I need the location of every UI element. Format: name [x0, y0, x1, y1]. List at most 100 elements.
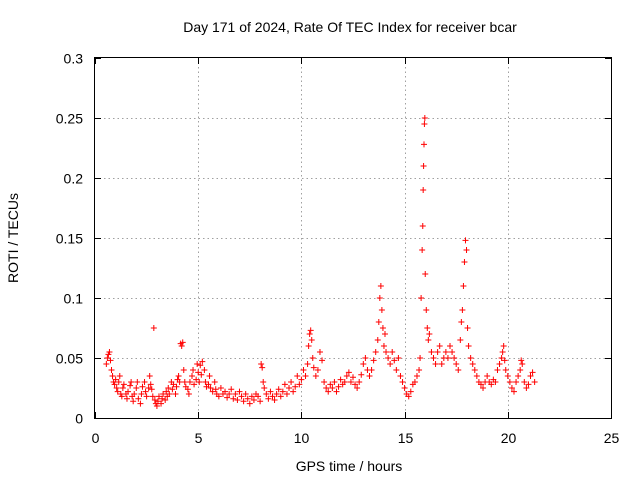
data-point [449, 349, 456, 355]
data-point [194, 361, 201, 367]
data-point [155, 393, 162, 400]
data-point [341, 379, 348, 385]
data-point [250, 397, 257, 403]
data-point [211, 379, 218, 385]
data-point [260, 379, 267, 385]
grid [95, 58, 611, 418]
data-point [432, 361, 439, 367]
data-point [271, 397, 278, 403]
data-point [244, 395, 251, 402]
data-point [238, 393, 245, 400]
data-point [421, 121, 428, 127]
y-tick-label: 0.15 [56, 231, 83, 247]
data-point [275, 386, 282, 393]
y-tick-label: 0 [75, 411, 83, 427]
data-point [114, 388, 121, 395]
data-point [169, 386, 176, 393]
x-tick-label: 0 [92, 430, 100, 446]
data-point [298, 376, 305, 383]
x-tick-label: 15 [398, 430, 414, 446]
data-point [461, 259, 468, 265]
data-point [179, 339, 186, 346]
data-point [296, 381, 303, 388]
data-point [513, 379, 520, 385]
data-point [142, 388, 149, 395]
data-point [263, 391, 270, 397]
data-point [426, 331, 433, 337]
data-point [378, 307, 385, 313]
data-point [515, 373, 522, 379]
data-point [444, 355, 451, 361]
data-point [305, 343, 312, 349]
data-point [494, 367, 501, 373]
data-point [319, 357, 326, 364]
data-point [498, 355, 505, 361]
data-point [240, 398, 247, 405]
data-point [405, 393, 412, 400]
data-point [488, 381, 495, 388]
data-point [269, 393, 276, 400]
data-point [106, 349, 113, 355]
data-point [281, 381, 288, 388]
data-point [343, 373, 350, 379]
data-point [500, 343, 507, 349]
data-point [173, 383, 180, 390]
data-point [112, 376, 119, 383]
data-point [104, 355, 111, 361]
data-point [130, 398, 137, 405]
data-point [376, 295, 383, 301]
data-point [113, 385, 120, 391]
data-point [508, 385, 515, 391]
data-point [178, 343, 185, 349]
data-point [471, 367, 478, 373]
data-point [217, 385, 224, 391]
data-point [401, 385, 408, 391]
data-point [184, 386, 191, 393]
data-point [462, 237, 469, 244]
data-point [143, 393, 150, 400]
data-point [347, 379, 354, 385]
data-point [421, 141, 428, 148]
data-point [267, 388, 274, 395]
data-point [190, 367, 197, 373]
data-point [413, 373, 420, 379]
data-point [323, 385, 330, 391]
data-point [419, 247, 426, 253]
data-point [286, 385, 293, 391]
data-point [138, 391, 145, 397]
data-point [128, 379, 135, 385]
data-point [420, 187, 427, 193]
data-point [451, 355, 458, 361]
data-point [345, 369, 352, 376]
data-point [193, 376, 200, 383]
data-point [232, 391, 239, 397]
data-point [195, 369, 202, 376]
data-point [172, 391, 179, 397]
data-point [160, 391, 167, 397]
data-point [222, 388, 229, 395]
data-point [370, 357, 377, 364]
y-tick-label: 0.25 [56, 111, 83, 127]
data-point [166, 391, 173, 397]
data-point [360, 361, 367, 367]
data-point [496, 361, 503, 367]
data-point [109, 373, 116, 379]
data-point [163, 388, 170, 395]
data-point [170, 381, 177, 388]
data-point [477, 381, 484, 388]
y-axis-label: ROTI / TECUs [5, 193, 21, 283]
data-point [307, 327, 314, 334]
data-point [465, 343, 472, 349]
data-point [259, 364, 266, 371]
data-point [309, 355, 316, 361]
data-point [506, 379, 513, 385]
data-point [335, 383, 342, 390]
data-point [375, 319, 382, 325]
data-point [352, 381, 359, 388]
data-point [467, 355, 474, 361]
data-point [442, 349, 449, 355]
data-point [158, 400, 165, 407]
data-point [153, 403, 160, 409]
data-point [372, 349, 379, 355]
data-point [242, 391, 249, 397]
